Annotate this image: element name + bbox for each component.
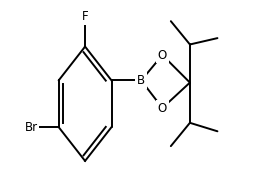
Text: O: O — [158, 49, 167, 62]
Text: O: O — [158, 102, 167, 114]
Text: F: F — [82, 10, 88, 23]
Text: B: B — [137, 74, 145, 87]
Text: Br: Br — [24, 121, 38, 134]
